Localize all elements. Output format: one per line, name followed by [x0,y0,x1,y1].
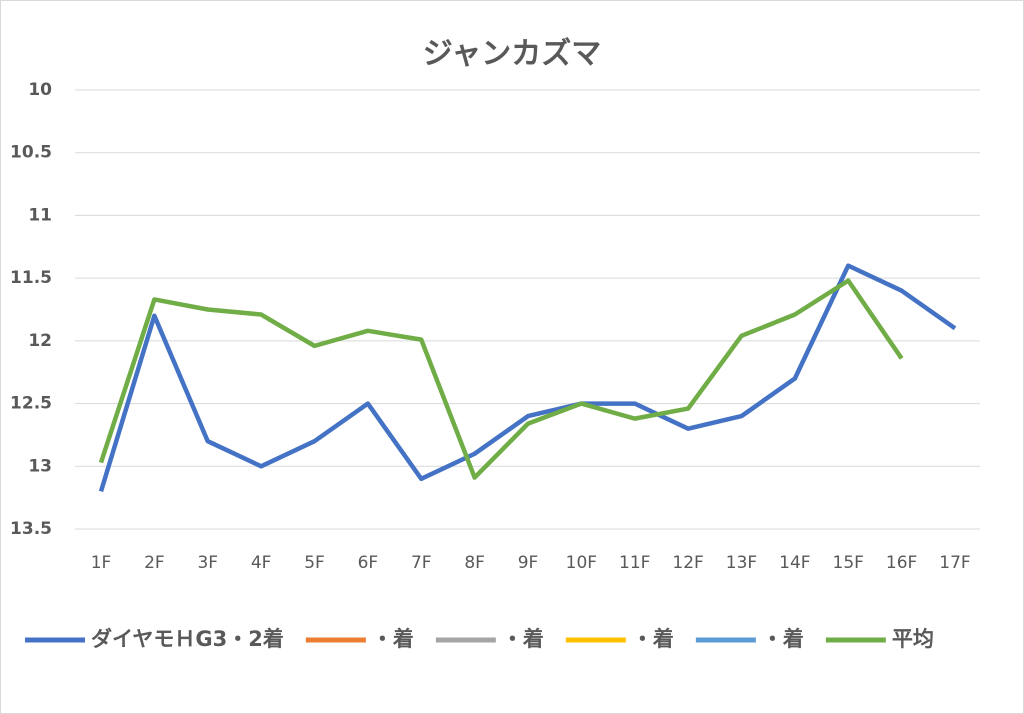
x-tick-label: 2F [144,553,165,573]
y-tick-label: 10.5 [10,143,52,163]
x-tick-label: 4F [251,553,272,573]
legend-label: 平均 [892,627,934,651]
x-tick-label: 8F [464,553,485,573]
y-tick-label: 11.5 [10,268,52,288]
x-tick-label: 12F [672,553,703,573]
x-tick-label: 13F [726,553,757,573]
x-tick-label: 1F [91,553,112,573]
y-tick-label: 12 [28,331,52,351]
legend-label: ・着 [632,627,674,651]
x-tick-label: 6F [358,553,379,573]
x-tick-label: 11F [619,553,650,573]
x-tick-label: 9F [518,553,539,573]
y-tick-label: 12.5 [10,394,52,414]
x-tick-label: 7F [411,553,432,573]
x-tick-label: 17F [939,553,970,573]
x-tick-label: 10F [566,553,597,573]
x-tick-label: 16F [886,553,917,573]
y-tick-label: 13 [28,456,52,476]
x-tick-label: 3F [197,553,218,573]
legend-label: ・着 [762,627,804,651]
y-tick-label: 13.5 [10,519,52,539]
x-tick-label: 5F [304,553,325,573]
series-line [98,263,957,493]
y-tick-label: 10 [28,80,52,100]
legend-label: ダイヤモＨG3・2着 [91,627,284,651]
series-line [98,278,904,480]
chart-title: ジャンカズマ [423,37,602,72]
legend-label: ・着 [502,627,544,651]
legend-label: ・着 [372,627,414,651]
x-tick-label: 14F [779,553,810,573]
y-tick-label: 11 [28,205,52,225]
x-tick-label: 15F [833,553,864,573]
